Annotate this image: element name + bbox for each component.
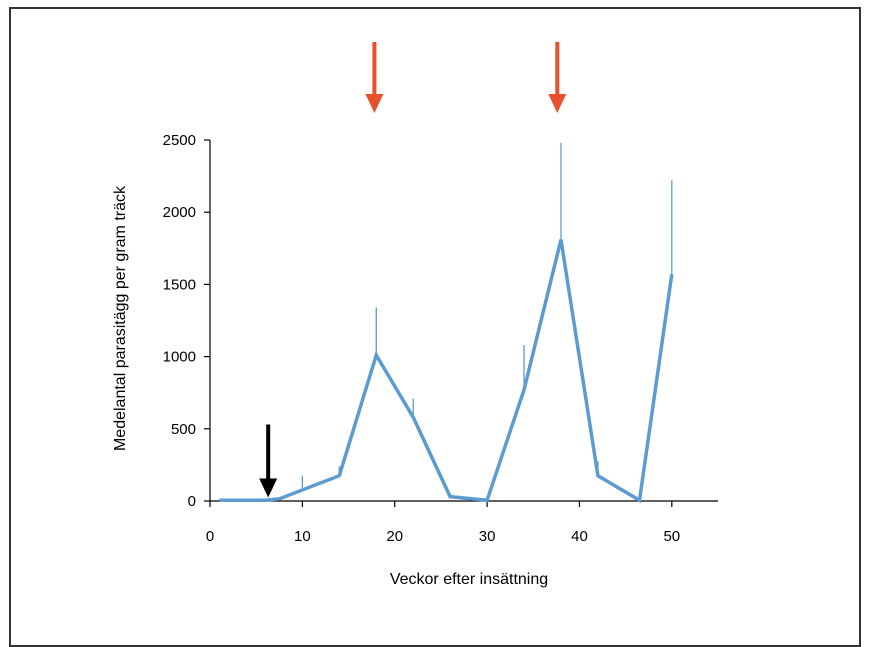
arrow-head xyxy=(259,478,278,498)
red-arrow xyxy=(548,42,567,113)
x-tick-label: 40 xyxy=(571,528,588,545)
x-tick-label: 10 xyxy=(294,528,311,545)
black-arrow xyxy=(259,424,278,498)
y-tick-label: 0 xyxy=(188,493,196,510)
y-axis-title: Medelantal parasitägg per gram träck xyxy=(112,185,129,451)
x-tick-label: 30 xyxy=(479,528,496,545)
x-tick-label: 0 xyxy=(206,528,214,545)
figure-frame xyxy=(9,7,861,647)
y-tick-label: 2500 xyxy=(163,132,196,149)
axes: 0 500 1000 1500 2000 2500 0 10 20 30 40 50 xyxy=(163,132,718,545)
arrow-head xyxy=(548,94,567,113)
line-chart: 0 500 1000 1500 2000 2500 0 10 20 30 40 50 Veckor e… xyxy=(112,42,718,588)
y-tick-label: 500 xyxy=(171,421,196,438)
error-bars xyxy=(301,142,673,489)
x-tick-label: 20 xyxy=(386,528,403,545)
arrow-head xyxy=(365,94,384,113)
y-tick-label: 1500 xyxy=(163,276,196,293)
red-arrow xyxy=(365,42,384,113)
y-tick-label: 1000 xyxy=(163,349,196,366)
series-line-0 xyxy=(219,239,674,504)
x-tick-label: 50 xyxy=(663,528,680,545)
x-axis-title: Veckor efter insättning xyxy=(390,571,548,588)
series-group xyxy=(219,239,674,504)
y-tick-label: 2000 xyxy=(163,204,196,221)
annotations xyxy=(259,42,567,498)
